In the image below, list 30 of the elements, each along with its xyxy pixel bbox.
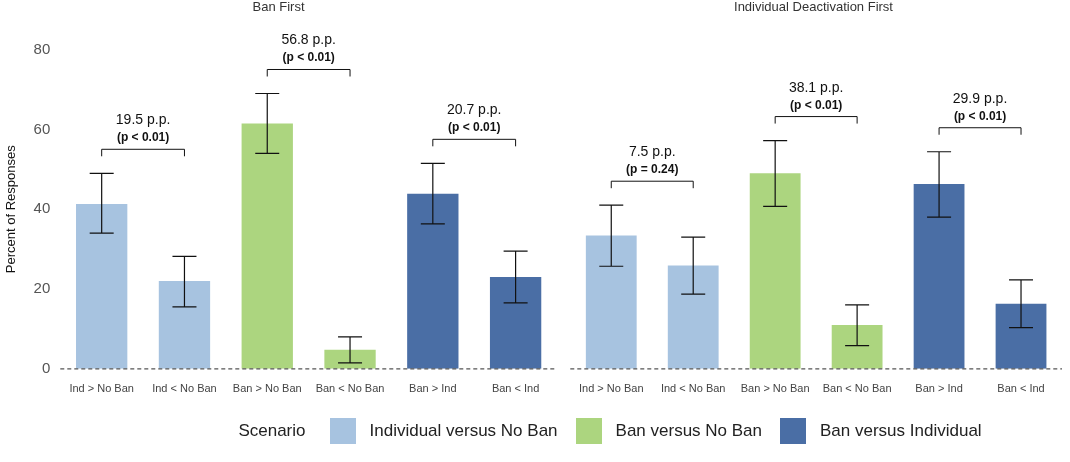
annotation: 20.7 p.p. (p < 0.01): [446, 101, 502, 135]
y-axis-title: Percent of Responses: [3, 144, 19, 274]
x-tick-label: Ban < Ind: [491, 382, 540, 395]
legend-label: Ban versus Individual: [820, 421, 982, 441]
y-tick-label: 60: [33, 119, 51, 137]
x-tick-label: Ban > No Ban: [740, 382, 810, 395]
y-tick-label: 40: [33, 199, 51, 217]
annotation: 56.8 p.p. (p < 0.01): [281, 31, 336, 65]
x-tick-label: Ban > Ind: [915, 382, 963, 395]
annotation: 38.1 p.p. (p < 0.01): [788, 78, 844, 112]
x-tick-label: Ind > No Ban: [578, 382, 644, 395]
x-tick-label: Ban < No Ban: [822, 382, 892, 395]
x-tick-label: Ind < No Ban: [152, 382, 217, 395]
y-tick-label: 0: [41, 358, 51, 376]
chart-title: Ban First: [252, 0, 305, 15]
x-tick-label: Ban > No Ban: [232, 382, 302, 395]
annotation: 29.9 p.p. (p < 0.01): [952, 89, 1008, 123]
annotation: 19.5 p.p. (p < 0.01): [115, 111, 171, 145]
y-tick-label: 80: [33, 39, 51, 57]
chart-title: Individual Deactivation First: [734, 0, 894, 15]
x-tick-label: Ind > No Ban: [69, 382, 134, 395]
x-tick-label: Ban > Ind: [409, 382, 457, 395]
y-tick-label: 20: [33, 279, 51, 297]
x-tick-label: Ban < Ind: [997, 382, 1045, 395]
legend-title: Scenario: [238, 421, 306, 441]
x-tick-label: Ban < No Ban: [315, 382, 385, 395]
legend-label: Ban versus No Ban: [615, 421, 763, 441]
annotation: 7.5 p.p. (p = 0.24): [626, 143, 679, 177]
legend-label: Individual versus No Ban: [369, 421, 558, 441]
x-tick-label: Ind < No Ban: [660, 382, 726, 395]
